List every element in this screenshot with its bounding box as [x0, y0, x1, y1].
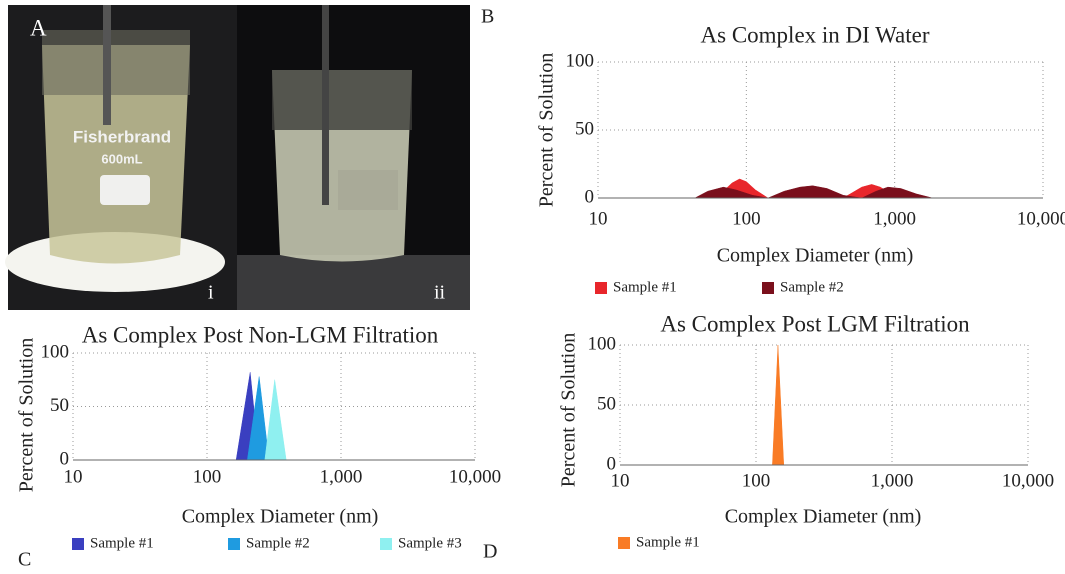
photo-label: ii: [434, 282, 446, 304]
x-tick-label: 10: [589, 208, 608, 229]
y-tick-label: 0: [60, 448, 70, 469]
legend-label: Sample #1: [636, 534, 700, 550]
legend-swatch: [72, 538, 84, 550]
legend-swatch: [595, 282, 607, 294]
legend-swatch: [762, 282, 774, 294]
y-axis-label: Percent of Solution: [558, 333, 580, 487]
x-tick-label: 10,000: [1002, 470, 1054, 491]
x-axis-label: Complex Diameter (nm): [182, 506, 379, 528]
panel-label: D: [483, 541, 497, 563]
panel-label: A: [30, 15, 47, 40]
y-tick-label: 100: [566, 50, 595, 71]
x-axis-label: Complex Diameter (nm): [725, 506, 922, 528]
x-tick-label: 1,000: [320, 466, 363, 487]
photo-volume: 600mL: [101, 151, 142, 166]
area: [694, 185, 933, 199]
y-tick-label: 0: [585, 186, 595, 207]
legend-swatch: [618, 537, 630, 549]
y-tick-label: 0: [607, 453, 617, 474]
photo-panel: Fisherbrand 600mL A i ii: [5, 5, 470, 310]
x-axis-label: Complex Diameter (nm): [717, 245, 914, 267]
x-tick-label: 100: [193, 466, 222, 487]
legend-swatch: [228, 538, 240, 550]
chart-title: As Complex Post Non-LGM Filtration: [82, 322, 439, 347]
y-tick-label: 50: [50, 395, 69, 416]
legend-label: Sample #1: [90, 535, 154, 551]
y-tick-label: 100: [588, 333, 617, 354]
photo-floor: [237, 255, 470, 310]
area: [264, 379, 287, 461]
legend-label: Sample #3: [398, 535, 462, 551]
chart-title: As Complex Post LGM Filtration: [660, 311, 970, 336]
y-tick-label: 100: [41, 341, 70, 362]
legend-label: Sample #1: [613, 279, 677, 295]
legend-label: Sample #2: [780, 279, 844, 295]
beaker-label-patch: [100, 175, 150, 205]
y-axis-label: Percent of Solution: [536, 53, 558, 207]
x-tick-label: 100: [732, 208, 761, 229]
beaker-top: [272, 70, 412, 130]
y-axis-label: Percent of Solution: [16, 338, 38, 492]
x-tick-label: 10,000: [449, 466, 501, 487]
beaker: [42, 45, 190, 264]
stir-rod: [322, 5, 329, 205]
panel-label: C: [18, 549, 31, 571]
x-tick-label: 10: [64, 466, 83, 487]
beaker-top: [42, 30, 190, 95]
panel-label: B: [481, 6, 494, 28]
legend-label: Sample #2: [246, 535, 310, 551]
legend-swatch: [380, 538, 392, 550]
stir-rod: [103, 5, 111, 125]
x-tick-label: 10,000: [1017, 208, 1065, 229]
photo-brand: Fisherbrand: [73, 127, 171, 146]
x-tick-label: 1,000: [871, 470, 914, 491]
photo-label: i: [208, 282, 214, 304]
y-tick-label: 50: [575, 118, 594, 139]
x-tick-label: 1,000: [873, 208, 916, 229]
chart-title: As Complex in DI Water: [701, 22, 930, 47]
x-tick-label: 10: [611, 470, 630, 491]
area: [772, 344, 785, 466]
x-tick-label: 100: [742, 470, 771, 491]
y-tick-label: 50: [597, 393, 616, 414]
membrane: [338, 170, 398, 210]
